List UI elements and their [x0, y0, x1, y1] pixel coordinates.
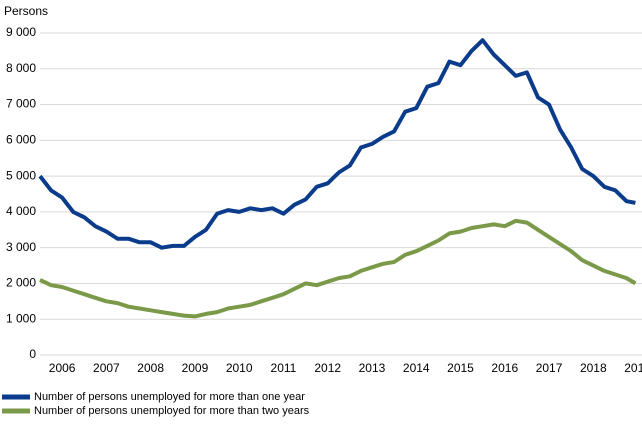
x-tick-label: 2019	[624, 361, 642, 375]
y-tick-label: 6 000	[6, 133, 36, 147]
y-tick-label: 5 000	[6, 168, 36, 182]
y-tick-label: 3 000	[6, 240, 36, 254]
x-tick-label: 2017	[536, 361, 563, 375]
y-tick-label: 9 000	[6, 25, 36, 39]
y-tick-label: 1 000	[6, 311, 36, 325]
legend-label: Number of persons unemployed for more th…	[34, 405, 310, 417]
y-tick-label: 4 000	[6, 204, 36, 218]
x-tick-label: 2015	[447, 361, 474, 375]
x-tick-label: 2010	[226, 361, 253, 375]
x-tick-label: 2013	[359, 361, 386, 375]
x-tick-label: 2014	[403, 361, 430, 375]
x-tick-label: 2007	[93, 361, 120, 375]
x-tick-label: 2008	[137, 361, 164, 375]
x-tick-label: 2016	[491, 361, 518, 375]
series-line	[39, 218, 637, 319]
x-tick-label: 2006	[49, 361, 76, 375]
series-line	[38, 38, 636, 250]
y-tick-label: 2 000	[6, 276, 36, 290]
x-tick-label: 2009	[182, 361, 209, 375]
y-axis-label: Persons	[4, 4, 48, 18]
x-tick-label: 2012	[314, 361, 341, 375]
y-tick-label: 7 000	[6, 97, 36, 111]
x-tick-label: 2018	[580, 361, 607, 375]
legend-label: Number of persons unemployed for more th…	[34, 391, 305, 403]
x-tick-label: 2011	[271, 361, 297, 375]
y-tick-label: 8 000	[6, 61, 36, 75]
y-tick-label: 0	[29, 347, 36, 361]
